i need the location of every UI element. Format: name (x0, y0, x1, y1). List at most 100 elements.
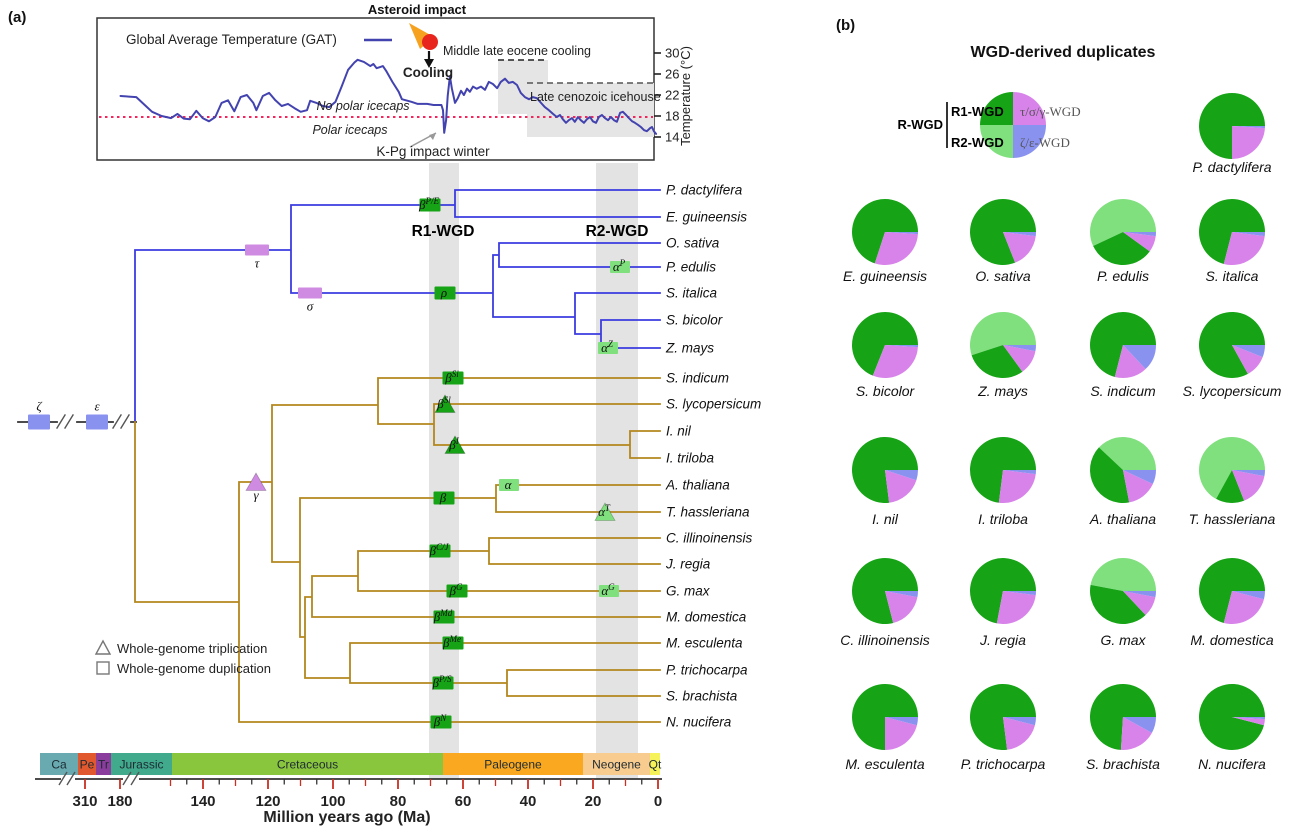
species-label: C. illinoinensis (666, 531, 753, 546)
temp-tick-label: 26 (665, 67, 679, 82)
pie-slice (885, 717, 917, 750)
pie-t-hassleriana: T. hassleriana (1189, 437, 1276, 527)
period-Cretaceous (172, 753, 443, 775)
pie-slice (1090, 557, 1156, 591)
species-label: J. regia (665, 557, 711, 572)
marker-rect (446, 584, 468, 598)
marker-greek-label: ε (94, 399, 100, 414)
marker-greek-label: γ (253, 488, 259, 503)
pie-slice (970, 437, 1036, 503)
tick-label: 80 (390, 793, 407, 810)
pie-slice (1123, 470, 1153, 503)
marker-rect (430, 715, 452, 729)
legend-pie-slice (1013, 125, 1046, 158)
pie-slice (1090, 311, 1156, 377)
temp-axis-title: Temperature (°C) (678, 46, 693, 146)
square-legend-icon (96, 661, 110, 675)
temp-tick-label: 30 (665, 46, 679, 61)
comet-icon (409, 23, 438, 50)
pie-species-label: A. thaliana (1089, 511, 1156, 527)
species-label: S. brachista (666, 689, 738, 704)
wgd-marker-βN: βN (430, 713, 452, 729)
pie-species-label: S. lycopersicum (1183, 383, 1282, 399)
temp-axis: 30 26 22 18 14 (654, 46, 679, 145)
pie-slice (1199, 557, 1265, 623)
pie-slice (970, 558, 1036, 624)
pie-species-label: M. esculenta (845, 756, 925, 772)
panel-b-title: WGD-derived duplicates (971, 44, 1156, 61)
species-label: S. bicolor (666, 313, 723, 328)
marker-greek-label: ζ (36, 399, 42, 414)
marker-rect (298, 287, 322, 299)
temp-tick-label: 22 (665, 88, 679, 103)
species-label: I. triloba (666, 451, 715, 466)
pie-n-nucifera: N. nucifera (1198, 683, 1266, 772)
marker-triangle (444, 435, 466, 454)
pie-species-label: M. domestica (1190, 632, 1273, 648)
marker-triangle (245, 472, 267, 491)
wgd-marker-αZ: αZ (598, 339, 618, 355)
panel-b-label: (b) (836, 17, 855, 34)
wgd-marker-ε: ε (86, 399, 108, 430)
period-label: Paleogene (484, 758, 542, 772)
icehouse-label: Late cenozoic icehouse (530, 90, 661, 104)
pie-slice (969, 311, 1036, 356)
r2-wgd-band (596, 163, 638, 779)
tick-label: 100 (320, 793, 345, 810)
no-polar-icecaps-label: No polar icecaps (316, 99, 409, 113)
pie-slice (1223, 591, 1264, 624)
pie-slice (885, 717, 918, 726)
pie-species-label: C. illinoinensis (840, 632, 929, 648)
marker-rect (499, 479, 519, 491)
pie-c-illinoinensis: C. illinoinensis (840, 557, 930, 648)
marker-triangle (594, 502, 616, 521)
pie-slice (996, 591, 1036, 625)
species-label: O. sativa (666, 236, 720, 251)
legend-pie-slice (980, 125, 1013, 158)
tick-label: 140 (190, 793, 215, 810)
tick-label: 310 (72, 793, 97, 810)
period-label: Tr (98, 758, 109, 772)
wgd-marker-βSl: βSl (434, 394, 456, 413)
pie-slice (851, 198, 918, 264)
wgd-marker-ρ: ρ (434, 285, 456, 300)
species-label: N. nucifera (666, 715, 732, 730)
wgd-marker-αG: αG (599, 582, 619, 598)
marker-rect (429, 544, 451, 558)
pie-slice (852, 311, 918, 376)
pie-species-label: T. hassleriana (1189, 511, 1276, 527)
pie-slice (885, 345, 918, 348)
species-label: G. max (666, 584, 711, 599)
kpg-label: K-Pg impact winter (376, 144, 490, 159)
period-Qt (650, 753, 660, 775)
panel-a-legend: Whole-genome triplication Whole-genome d… (94, 639, 271, 676)
pie-species-label: S. brachista (1086, 756, 1160, 772)
gat-curve (119, 58, 658, 135)
pie-m-esculenta: M. esculenta (845, 684, 925, 772)
gat-inset: Global Average Temperature (GAT) Asteroi… (96, 2, 693, 161)
species-label: M. esculenta (666, 636, 743, 651)
pie-slice (885, 470, 917, 503)
pie-species-label: I. triloba (978, 511, 1028, 527)
pie-i-nil: I. nil (852, 437, 918, 527)
cooling-arrow-icon (424, 51, 434, 68)
pie-slice (1199, 437, 1265, 499)
pie-slice (885, 591, 918, 623)
wgd-marker-βC/J: βC/J (429, 542, 451, 558)
root-break-marks (56, 414, 130, 429)
species-label: A. thaliana (665, 478, 730, 493)
wgd-marker-γ: γ (245, 472, 267, 503)
wgd-marker-β: β (433, 490, 455, 505)
phylo-tree (17, 189, 661, 723)
pie-p-trichocarpa: P. trichocarpa (961, 684, 1045, 772)
pie-slice (1216, 470, 1245, 504)
pie-slice (1223, 232, 1265, 265)
pie-species-label: E. guineensis (843, 268, 927, 284)
kpg-arrow-icon (409, 132, 437, 148)
pie-slice (971, 345, 1023, 379)
period-Ca (40, 753, 78, 775)
pie-species-label: S. italica (1206, 268, 1259, 284)
pie-slice (969, 198, 1036, 265)
period-label: Neogene (592, 758, 641, 772)
